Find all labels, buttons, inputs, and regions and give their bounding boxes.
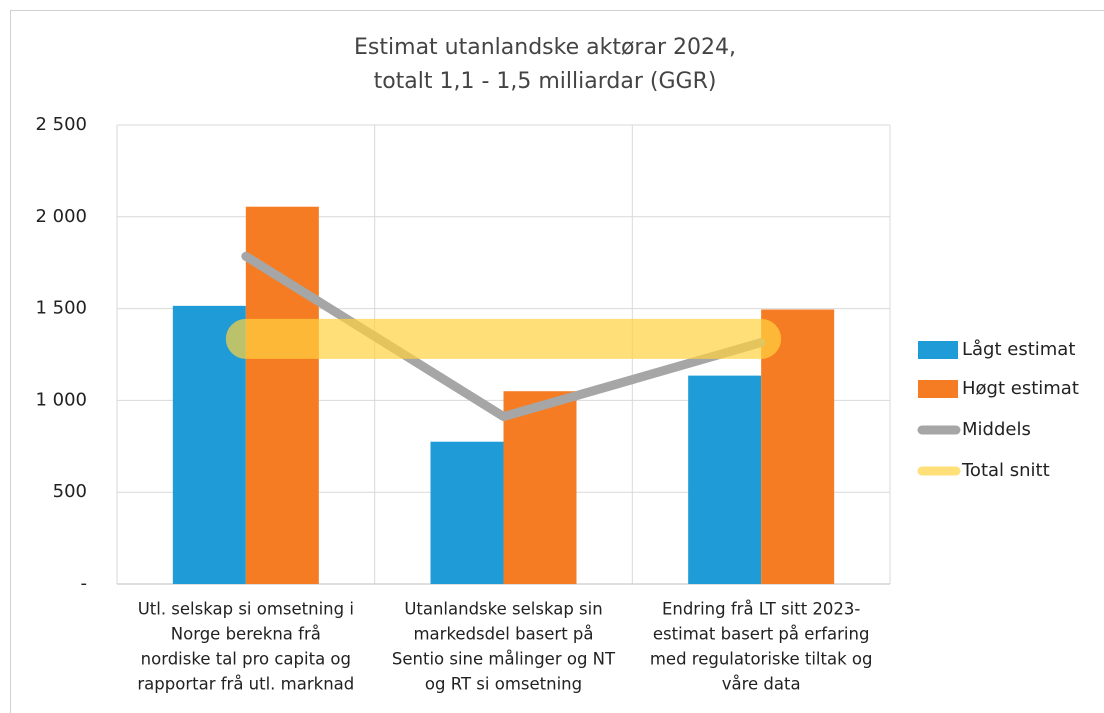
y-tick-label: 2 500 <box>35 114 87 135</box>
x-tick-label: Norge berekna frå <box>171 625 321 644</box>
x-tick-label: Utanlandske selskap sin <box>404 600 602 619</box>
y-tick-label: 500 <box>53 481 87 502</box>
bar <box>245 206 319 584</box>
x-tick-label: med regulatoriske tiltak og <box>650 650 873 669</box>
x-tick-label: estimat basert på erfaring <box>653 625 870 644</box>
bar <box>761 309 835 584</box>
x-tick-label: våre data <box>722 675 801 694</box>
legend-label: Lågt estimat <box>962 339 1075 360</box>
x-tick-label: Endring frå LT sitt 2023- <box>662 600 860 619</box>
chart-title: Estimat utanlandske aktørar 2024, <box>354 35 736 60</box>
x-tick-label: Sentio sine målinger og NT <box>392 650 616 669</box>
bar <box>430 441 504 584</box>
legend-label: Høgt estimat <box>962 378 1079 399</box>
bar <box>688 375 762 584</box>
x-tick-label: og RT si omsetning <box>425 675 582 694</box>
chart-title: totalt 1,1 - 1,5 milliardar (GGR) <box>374 69 717 94</box>
x-tick-label: nordiske tal pro capita og <box>141 650 351 669</box>
x-tick-label: markedsdel basert på <box>413 625 593 644</box>
line <box>241 251 766 422</box>
chart-border <box>10 10 1104 713</box>
y-tick-label: 2 000 <box>35 206 87 227</box>
y-tick-label: - <box>81 573 88 594</box>
bar <box>503 391 577 584</box>
legend-swatch <box>918 341 958 359</box>
legend-label: Middels <box>962 419 1031 440</box>
y-tick-label: 1 500 <box>35 298 87 319</box>
legend-swatch <box>918 380 958 398</box>
x-tick-label: Utl. selskap si omsetning i <box>138 600 354 619</box>
x-tick-label: rapportar frå utl. marknad <box>137 675 354 694</box>
legend-label: Total snitt <box>961 460 1050 481</box>
y-tick-label: 1 000 <box>35 389 87 410</box>
